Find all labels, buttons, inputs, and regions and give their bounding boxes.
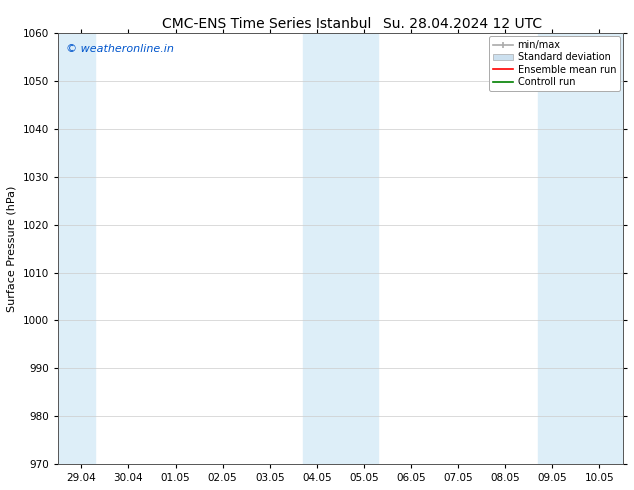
Bar	[302, 33, 378, 464]
Y-axis label: Surface Pressure (hPa): Surface Pressure (hPa)	[7, 185, 17, 312]
Bar	[58, 33, 96, 464]
Bar	[538, 33, 623, 464]
Text: CMC-ENS Time Series Istanbul: CMC-ENS Time Series Istanbul	[162, 17, 371, 31]
Text: Su. 28.04.2024 12 UTC: Su. 28.04.2024 12 UTC	[384, 17, 542, 31]
Text: © weatheronline.in: © weatheronline.in	[67, 44, 174, 54]
Legend: min/max, Standard deviation, Ensemble mean run, Controll run: min/max, Standard deviation, Ensemble me…	[489, 36, 620, 91]
